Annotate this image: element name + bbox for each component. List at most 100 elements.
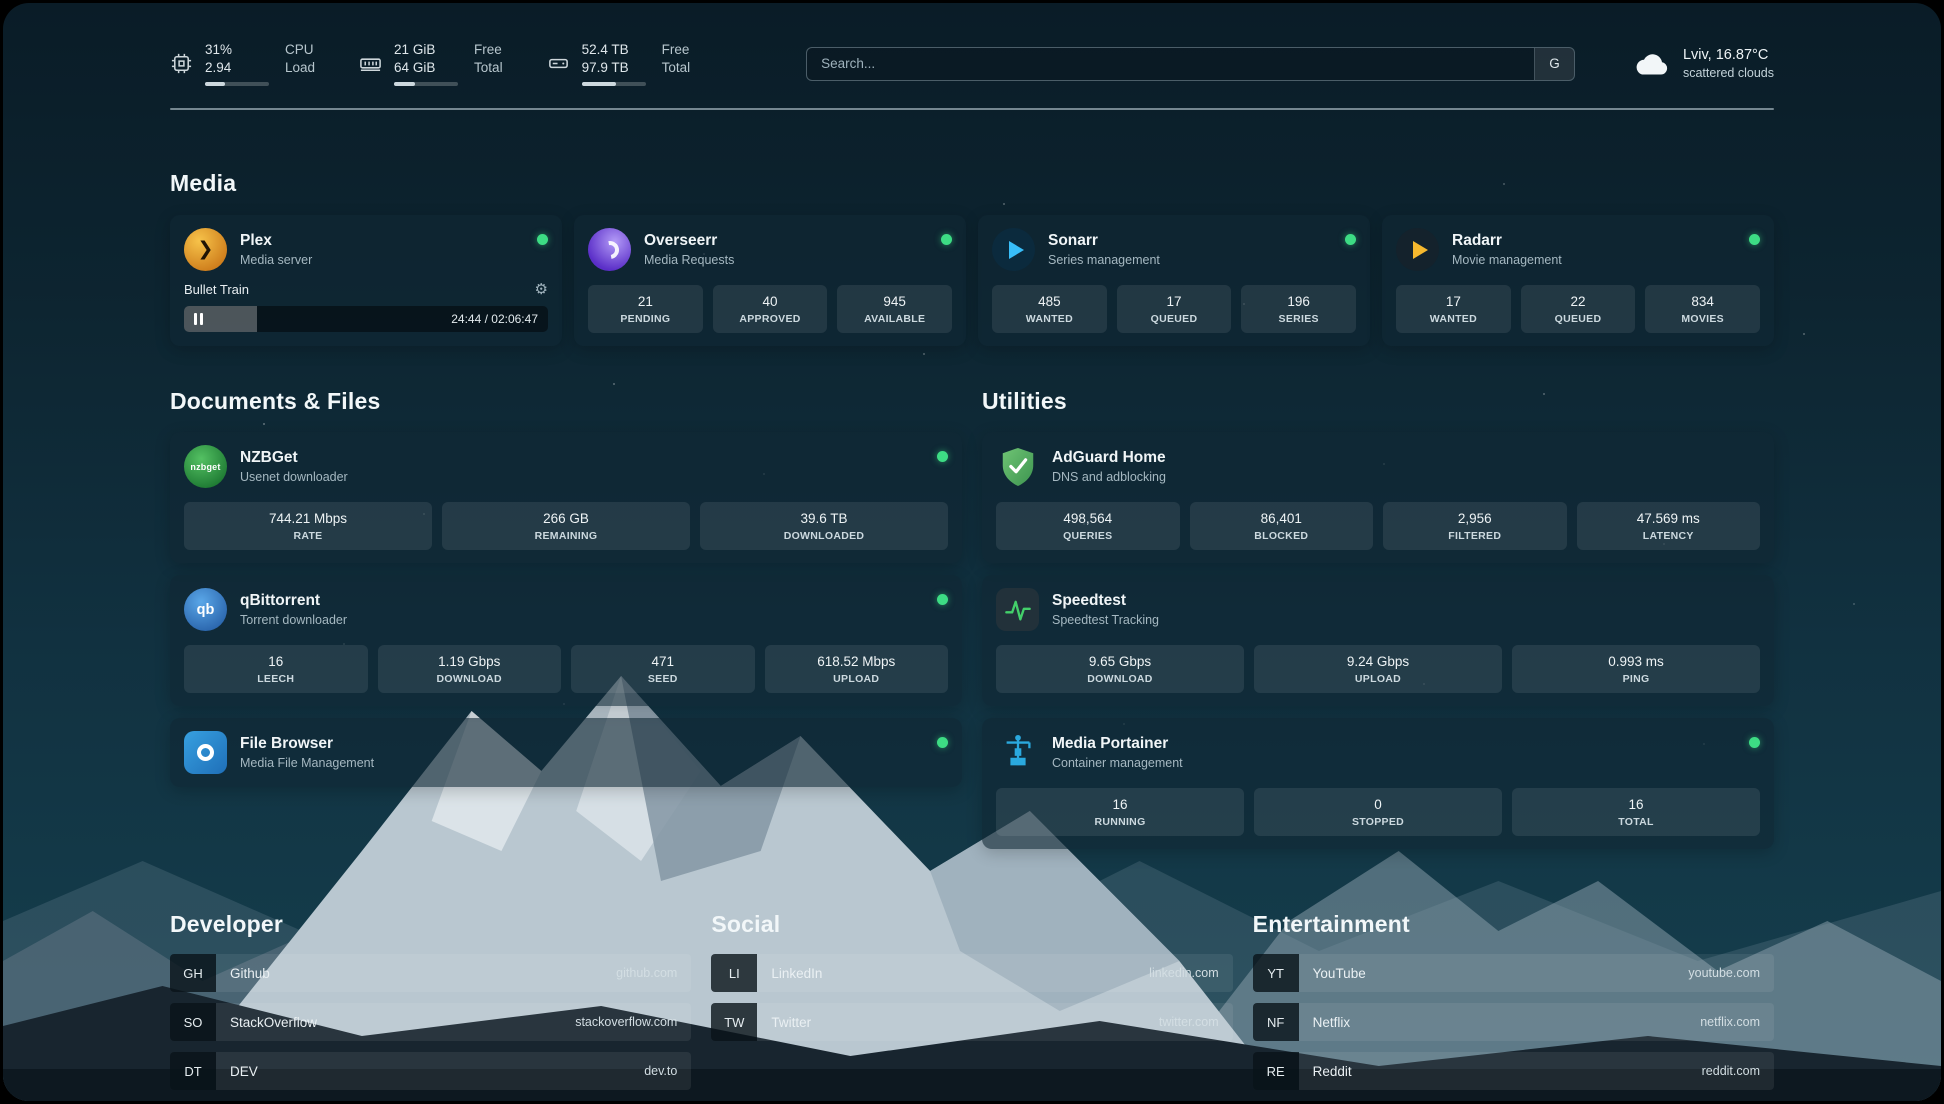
search-provider-button[interactable]: G — [1533, 47, 1574, 80]
qbittorrent-icon: qb — [184, 588, 227, 632]
bookmark-url: reddit.com — [1701, 1064, 1760, 1079]
app-name: AdGuard Home — [1052, 449, 1166, 467]
bookmark-dev[interactable]: DT DEV dev.to — [170, 1052, 692, 1091]
bookmark-name: DEV — [230, 1063, 258, 1079]
bookmarks-entertainment: Entertainment YT YouTube youtube.com NF … — [1252, 911, 1774, 1101]
stat-label: UPLOAD — [833, 673, 880, 686]
stat-label: RUNNING — [1094, 816, 1146, 829]
stat-value: 471 — [651, 654, 675, 670]
cpu-load-label: Load — [285, 60, 316, 76]
bookmark-abbr: RE — [1252, 1052, 1299, 1091]
status-dot — [537, 234, 548, 246]
settings-gear-icon[interactable]: ⚙ — [534, 281, 548, 299]
overseerr-card[interactable]: Overseerr Media Requests 21 PENDING 40 A… — [574, 215, 966, 347]
ram-monitor: 21 GiB 64 GiB Free Total — [359, 41, 503, 87]
dashboard-screen: 31% 2.94 CPU Load — [3, 3, 1941, 1101]
weather-condition: scattered clouds — [1682, 66, 1774, 81]
ram-progress-bar — [394, 82, 459, 87]
bookmark-twitter[interactable]: TW Twitter twitter.com — [711, 1003, 1233, 1042]
bookmark-netflix[interactable]: NF Netflix netflix.com — [1252, 1003, 1774, 1042]
stat-label: RATE — [293, 530, 323, 543]
bookmark-abbr: SO — [170, 1003, 216, 1042]
stat: 16 RUNNING — [996, 788, 1244, 837]
bookmark-url: youtube.com — [1688, 966, 1760, 981]
stat: 39.6 TB DOWNLOADED — [700, 502, 948, 551]
app-name: Sonarr — [1048, 232, 1098, 250]
overseerr-icon — [588, 228, 631, 272]
section-documents: Documents & Files nzbget NZBGet Usenet d… — [170, 388, 962, 788]
ram-free-value: 21 GiB — [394, 42, 436, 57]
stat: 1.19 Gbps DOWNLOAD — [377, 645, 561, 694]
bookmark-linkedin[interactable]: LI LinkedIn linkedin.com — [711, 954, 1233, 993]
search-input[interactable] — [807, 47, 1534, 80]
plex-card[interactable]: ❯ Plex Media server Bullet Train ⚙ — [170, 215, 562, 347]
bookmark-stackoverflow[interactable]: SO StackOverflow stackoverflow.com — [170, 1003, 692, 1042]
stat-label: MOVIES — [1681, 313, 1724, 326]
bookmark-url: dev.to — [644, 1064, 678, 1079]
stat: 17 WANTED — [1396, 285, 1511, 334]
sonarr-card[interactable]: Sonarr Series management 485 WANTED 17 Q… — [978, 215, 1370, 347]
pause-icon[interactable] — [194, 313, 203, 326]
cpu-progress-fill — [205, 82, 225, 87]
status-dot — [937, 451, 948, 463]
section-utilities: Utilities — [982, 388, 1774, 850]
weather-widget: Lviv, 16.87°C scattered clouds — [1633, 47, 1774, 80]
stat-label: REMAINING — [534, 530, 598, 543]
bookmark-url: netflix.com — [1700, 1015, 1760, 1030]
status-dot — [937, 594, 948, 606]
stat-label: SERIES — [1278, 313, 1319, 326]
speedtest-card[interactable]: Speedtest Speedtest Tracking 9.65 Gbps D… — [982, 575, 1774, 707]
app-subtitle: Series management — [1048, 253, 1160, 268]
cpu-label: CPU — [285, 42, 314, 57]
bookmark-name: Twitter — [771, 1014, 812, 1030]
cpu-monitor: 31% 2.94 CPU Load — [170, 41, 316, 87]
stat: 22 QUEUED — [1520, 285, 1636, 334]
stat-value: 834 — [1691, 294, 1714, 310]
stat: 9.24 Gbps UPLOAD — [1254, 645, 1502, 694]
section-title-developer: Developer — [170, 911, 284, 938]
stat: 618.52 Mbps UPLOAD — [764, 645, 948, 694]
playback-progress-bar[interactable]: 24:44 / 02:06:47 — [184, 306, 548, 333]
bookmark-github[interactable]: GH Github github.com — [170, 954, 692, 993]
bookmark-youtube[interactable]: YT YouTube youtube.com — [1252, 954, 1774, 993]
filebrowser-icon — [184, 731, 227, 775]
ram-total-label: Total — [474, 60, 503, 76]
stat: 834 MOVIES — [1645, 285, 1761, 334]
stat-label: LEECH — [257, 673, 295, 686]
status-dot — [1749, 234, 1760, 246]
playback-time: 24:44 / 02:06:47 — [451, 312, 538, 327]
stat-label: STOPPED — [1351, 816, 1405, 829]
speedtest-icon — [996, 588, 1039, 632]
stat: 16 TOTAL — [1512, 788, 1760, 837]
stat-value: 86,401 — [1260, 511, 1302, 527]
stat-value: 618.52 Mbps — [817, 654, 896, 670]
app-name: Overseerr — [644, 232, 718, 250]
section-title-entertainment: Entertainment — [1252, 911, 1410, 938]
now-playing-title: Bullet Train — [184, 282, 250, 298]
stat: 17 QUEUED — [1116, 285, 1232, 334]
ram-progress-fill — [394, 82, 416, 87]
app-subtitle: Movie management — [1452, 253, 1562, 268]
bookmark-url: github.com — [616, 966, 678, 981]
portainer-card[interactable]: Media Portainer Container management 16 … — [982, 718, 1774, 850]
bookmark-abbr: GH — [170, 954, 216, 993]
stat: 0.993 ms PING — [1512, 645, 1760, 694]
bookmark-name: Netflix — [1312, 1014, 1351, 1030]
radarr-card[interactable]: Radarr Movie management 17 WANTED 22 QUE… — [1382, 215, 1774, 347]
ram-icon — [360, 58, 381, 72]
nzbget-card[interactable]: nzbget NZBGet Usenet downloader 744.21 M… — [170, 432, 962, 564]
stat: 2,956 FILTERED — [1383, 502, 1567, 551]
resource-monitors: 31% 2.94 CPU Load — [170, 41, 690, 87]
stat-label: TOTAL — [1618, 816, 1654, 829]
stat-label: DOWNLOAD — [436, 673, 502, 686]
bookmark-reddit[interactable]: RE Reddit reddit.com — [1252, 1052, 1774, 1091]
stat-value: 2,956 — [1457, 511, 1492, 527]
adguard-card[interactable]: AdGuard Home DNS and adblocking 498,564 … — [982, 432, 1774, 564]
filebrowser-card[interactable]: File Browser Media File Management — [170, 718, 962, 788]
qbittorrent-card[interactable]: qb qBittorrent Torrent downloader 16 LEE… — [170, 575, 962, 707]
section-title-social: Social — [711, 911, 781, 938]
app-subtitle: DNS and adblocking — [1052, 470, 1166, 485]
disk-monitor: 52.4 TB 97.9 TB Free Total — [547, 41, 690, 87]
stat-value: 17 — [1445, 294, 1461, 310]
status-dot — [937, 737, 948, 749]
